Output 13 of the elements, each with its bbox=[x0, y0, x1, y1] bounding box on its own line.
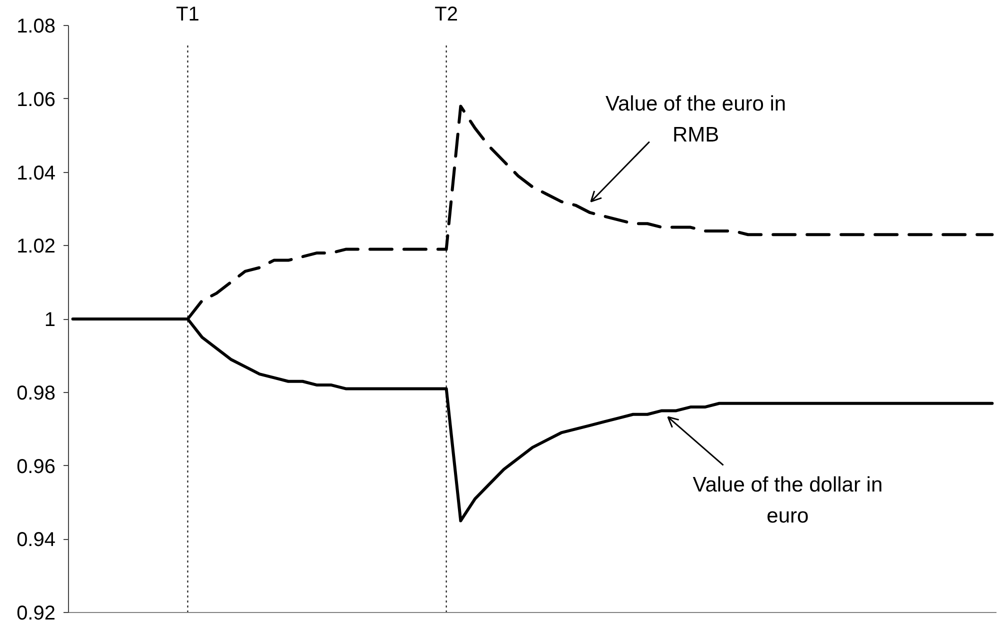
annotation: Value of the dollar in euro bbox=[692, 474, 883, 528]
y-tick-label: 0.98 bbox=[16, 382, 56, 404]
x-tick-label: T2 bbox=[434, 4, 458, 26]
y-tick-label: 1.08 bbox=[16, 16, 56, 38]
y-tick-label: 1.02 bbox=[16, 236, 56, 258]
x-tick-label: T1 bbox=[176, 4, 200, 26]
y-tick-label: 1 bbox=[44, 309, 56, 331]
y-tick-label: 1.06 bbox=[16, 88, 56, 111]
y-tick-label: 0.96 bbox=[16, 456, 56, 478]
annotation: Value of the euro in RMB bbox=[606, 92, 786, 147]
y-tick-label: 0.92 bbox=[16, 602, 56, 624]
y-tick-label: 0.94 bbox=[16, 529, 56, 552]
y-tick-label: 1.04 bbox=[16, 162, 56, 184]
